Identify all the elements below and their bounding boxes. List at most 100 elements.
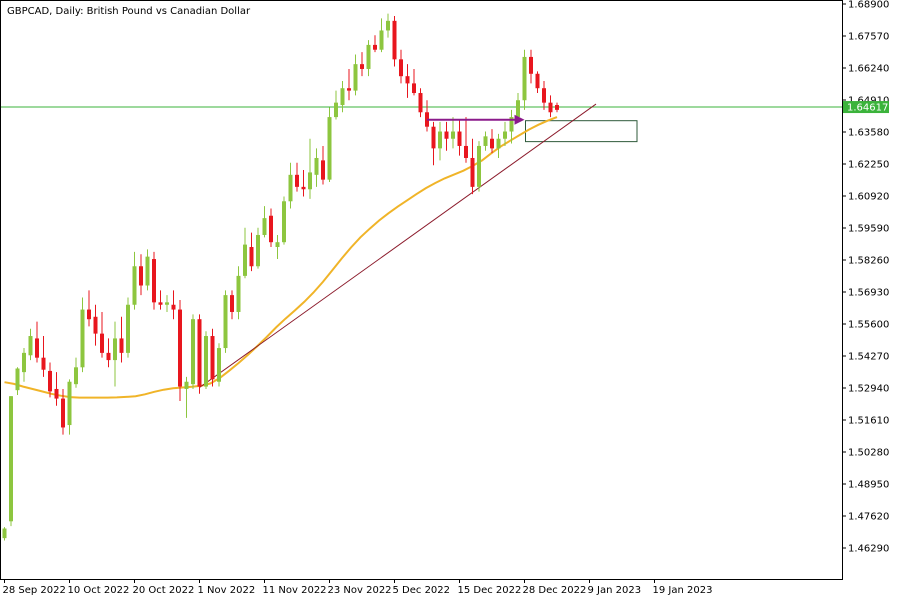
candle-body [490, 138, 494, 149]
candle-body [80, 309, 85, 368]
candle-body [522, 56, 527, 101]
candle-body [15, 368, 20, 391]
y-tick-label: 1.62250 [848, 160, 889, 171]
candle-body [178, 309, 182, 387]
y-tick-label: 1.51610 [848, 416, 889, 427]
y-tick-label: 1.56930 [848, 288, 889, 299]
x-tick-label: 28 Sep 2022 [3, 585, 66, 596]
candle-bullish [379, 18, 384, 53]
candle-body [113, 338, 117, 361]
candle-body [535, 73, 540, 89]
candle-bearish [444, 121, 449, 151]
candle-body [204, 336, 208, 387]
y-tick-label: 1.66240 [848, 64, 889, 75]
candle-bearish [470, 138, 475, 195]
candle-bearish [392, 16, 397, 67]
candle-bullish [483, 131, 488, 151]
candle-bearish [418, 88, 423, 118]
candle-body [217, 348, 221, 382]
candle-body [74, 367, 78, 385]
candle-bullish [74, 357, 78, 388]
candle-bullish [165, 295, 169, 312]
candle-body [288, 174, 293, 202]
candle-bearish [412, 68, 416, 96]
x-tick-label: 11 Nov 2022 [263, 585, 327, 596]
candle-body [405, 76, 410, 84]
current-price-tag [843, 101, 889, 114]
candle-body [399, 59, 403, 77]
candle-body [61, 398, 65, 428]
x-tick-label: 15 Dec 2022 [458, 585, 522, 596]
arrow-head [514, 114, 525, 125]
y-tick-label: 1.58260 [848, 256, 889, 267]
y-tick-label: 1.64910 [848, 96, 889, 107]
candle-body [379, 30, 384, 50]
candle-bearish [399, 49, 403, 84]
candle-body [509, 117, 514, 132]
y-tick-label: 1.60920 [848, 192, 889, 203]
candle-bearish [347, 68, 351, 101]
y-tick-label: 1.54270 [848, 352, 889, 363]
candle-bearish [152, 251, 156, 310]
candle-body [444, 131, 449, 139]
candle-bullish [15, 367, 20, 395]
candle-body [243, 244, 247, 276]
candle-body [210, 336, 215, 380]
candle-bullish [496, 133, 501, 158]
candle-bullish [2, 527, 7, 541]
candle-bearish [555, 102, 559, 113]
candle-bullish [126, 297, 130, 358]
candle-body [256, 234, 260, 267]
current-price-tag-group: 1.64617 [843, 101, 889, 114]
y-tick-label: 1.68900 [848, 0, 889, 11]
candle-bearish [54, 372, 59, 406]
candle-body [301, 186, 306, 190]
y-tick-label: 1.46290 [848, 544, 889, 555]
y-axis: 1.68900 1.67570 1.66240 1.64910 1.63580 1.622… [842, 0, 889, 555]
candle-body [340, 88, 345, 106]
candle-body [496, 138, 501, 149]
candle-body [269, 215, 273, 243]
candle-bullish [353, 54, 358, 96]
candle-body [275, 242, 280, 248]
candle-body [152, 259, 156, 303]
candle-bullish [282, 196, 286, 245]
candle-body [314, 157, 319, 175]
candle-body [373, 44, 377, 50]
candle-body [87, 309, 91, 320]
candle-body [431, 126, 436, 149]
candle-body [334, 102, 338, 118]
candle-bearish [464, 117, 468, 163]
candle-bullish [28, 328, 33, 361]
candle-body [438, 131, 442, 149]
candle-bearish [230, 290, 234, 320]
candle-bearish [405, 64, 410, 98]
candle-body [223, 295, 228, 349]
x-tick-label: 10 Oct 2022 [68, 585, 130, 596]
candle-body [542, 88, 546, 103]
x-tick-label: 23 Nov 2022 [328, 585, 392, 596]
candle-body [139, 266, 143, 286]
candle-bearish [360, 52, 364, 77]
y-tick-label: 1.59590 [848, 224, 889, 235]
candle-body [119, 338, 124, 353]
candle-bearish [373, 35, 377, 53]
candle-body [106, 352, 111, 361]
candle-bearish [210, 328, 215, 387]
candle-body [165, 302, 169, 305]
candle-body [366, 44, 371, 69]
candle-bullish [67, 379, 72, 435]
y-tick-label: 1.47620 [848, 512, 889, 523]
candle-body [464, 145, 468, 158]
x-tick-label: 19 Jan 2023 [653, 585, 713, 596]
candle-bearish [119, 316, 124, 363]
candle-body [100, 333, 104, 353]
candle-bullish [386, 13, 390, 38]
candle-body [230, 295, 234, 312]
candle-body [282, 201, 286, 243]
candle-bearish [301, 170, 306, 197]
candle-body [262, 218, 267, 235]
y-tick-label: 1.55600 [848, 320, 889, 331]
candle-body [327, 117, 332, 180]
candle-body [392, 20, 397, 60]
